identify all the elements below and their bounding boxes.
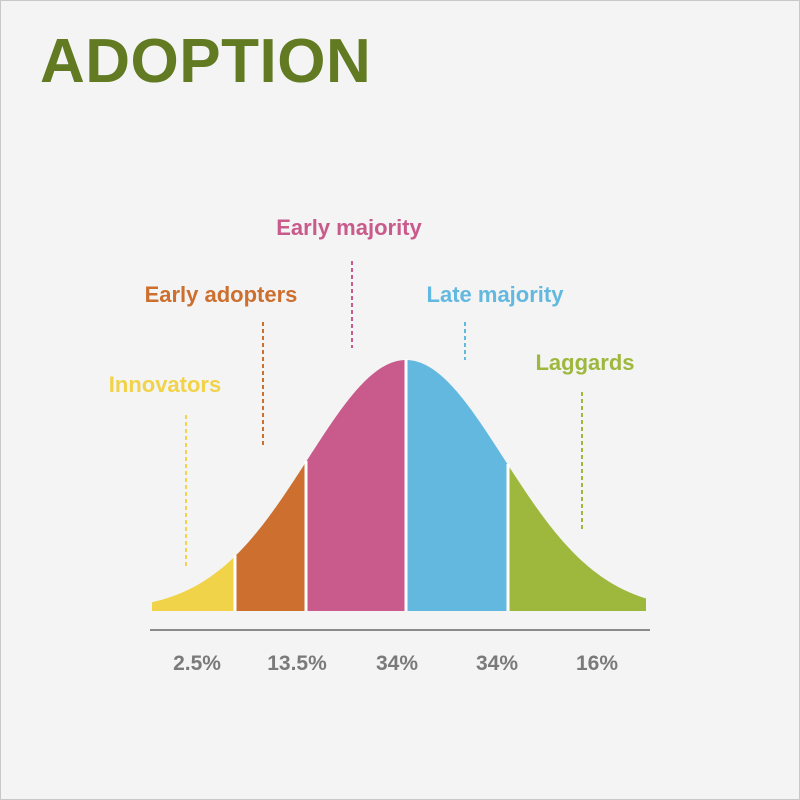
segment-label-early-adopters: Early adopters: [145, 282, 298, 307]
segment-label-innovators: Innovators: [109, 372, 221, 397]
curve-segment-early-majority: [306, 360, 406, 611]
segment-label-early-majority: Early majority: [276, 215, 422, 240]
segment-separators: [233, 359, 510, 611]
curve-segment-innovators: [152, 556, 235, 611]
curve-segment-early-adopters: [235, 461, 306, 611]
page-title: ADOPTION: [40, 27, 372, 96]
curve-segment-late-majority: [406, 360, 508, 611]
label-leader-lines: [185, 261, 583, 567]
percentage-label-early-adopters: 13.5%: [267, 652, 327, 675]
segment-label-laggards: Laggards: [535, 350, 634, 375]
segment-labels: Innovators Early adopters Early majority La…: [109, 215, 635, 397]
percentage-label-early-majority: 34%: [376, 652, 418, 675]
percentage-label-laggards: 16%: [576, 652, 618, 675]
curve-segment-laggards: [508, 464, 646, 611]
segment-label-late-majority: Late majority: [427, 282, 565, 307]
percentage-label-late-majority: 34%: [476, 652, 518, 675]
percentage-label-innovators: 2.5%: [173, 652, 221, 675]
curve-segments: [152, 360, 646, 611]
percentage-labels: 2.5% 13.5% 34% 34% 16%: [173, 652, 618, 675]
